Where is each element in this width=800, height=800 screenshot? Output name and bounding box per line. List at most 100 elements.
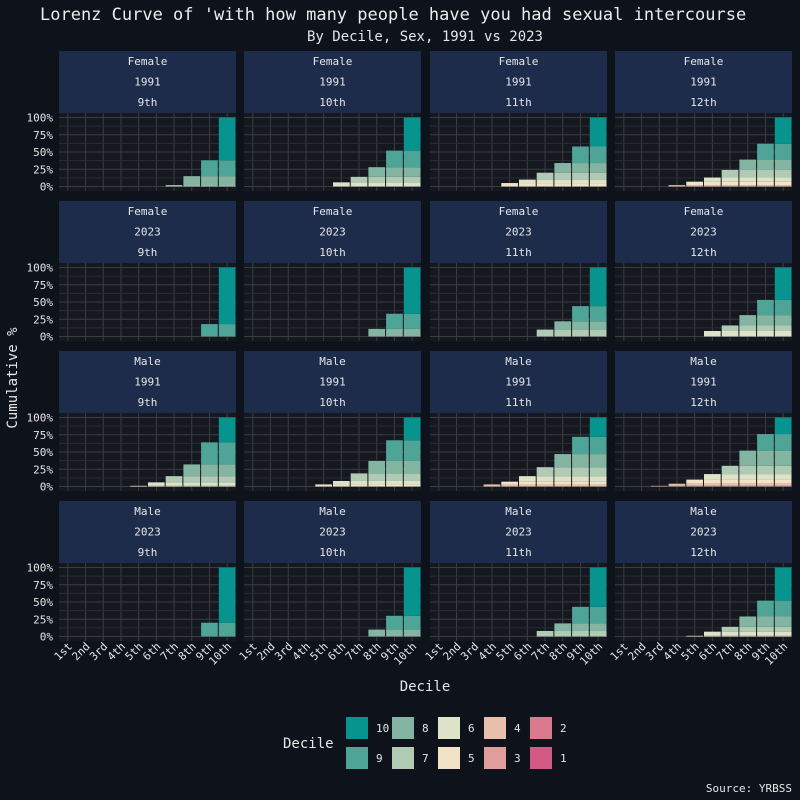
bar-segment-decile-8 xyxy=(554,163,572,173)
bar-segment-decile-5 xyxy=(386,484,403,487)
bar-segment-decile-7 xyxy=(572,630,589,637)
bar-segment-decile-9 xyxy=(403,313,421,329)
bar-segment-decile-9 xyxy=(218,442,236,465)
facet-strip xyxy=(244,51,421,113)
bar-segment-decile-7 xyxy=(165,476,183,483)
facet-strip-label: 11th xyxy=(505,96,532,109)
facet-strip xyxy=(430,201,607,263)
bar-segment-decile-9 xyxy=(572,146,589,164)
bar-segment-decile-6 xyxy=(774,330,792,337)
bar-segment-decile-9 xyxy=(218,324,236,337)
bar-segment-decile-5 xyxy=(519,183,536,187)
panel-female-2023-11th: Female 2023 11th xyxy=(430,201,607,341)
bar-segment-decile-6 xyxy=(757,631,774,636)
bar-segment-decile-5 xyxy=(757,635,774,637)
bar-segment-decile-6 xyxy=(757,474,774,480)
facet-strip-label: 11th xyxy=(505,546,532,559)
bar-segment-decile-6 xyxy=(519,179,536,184)
facet-strip-label: Male xyxy=(505,505,532,518)
bar-segment-decile-4 xyxy=(519,484,536,487)
facet-strip xyxy=(615,501,792,563)
panel-male-1991-9th: Male 1991 9th 0% 25% 50% 75% 100% xyxy=(27,351,236,494)
bar-segment-decile-8 xyxy=(403,460,421,474)
bar-segment-decile-5 xyxy=(721,635,739,637)
bar-segment-decile-7 xyxy=(721,626,739,632)
bar-segment-decile-9 xyxy=(386,150,403,168)
legend-label: 7 xyxy=(422,752,429,765)
y-tick-label: 0% xyxy=(40,481,54,494)
bar-segment-decile-7 xyxy=(350,176,368,183)
facet-strip xyxy=(59,201,236,263)
bar-segment-decile-9 xyxy=(218,622,236,637)
y-tick-label: 50% xyxy=(33,146,53,159)
bar-segment-decile-9 xyxy=(403,615,421,630)
bar-segment-decile-5 xyxy=(536,481,554,485)
bar-segment-decile-9 xyxy=(757,600,774,617)
bar-segment-decile-8 xyxy=(183,464,201,477)
bar-segment-decile-10 xyxy=(218,267,236,325)
bar-segment-decile-5 xyxy=(589,481,607,485)
facet-strip xyxy=(244,201,421,263)
facet-strip xyxy=(615,351,792,413)
bar-segment-decile-5 xyxy=(536,183,554,187)
bar-segment-decile-4 xyxy=(572,484,589,487)
bar-segment-decile-8 xyxy=(757,315,774,326)
chart-title: Lorenz Curve of 'with how many people ha… xyxy=(40,5,746,25)
bar-segment-decile-8 xyxy=(403,629,421,637)
legend-swatch xyxy=(438,717,460,739)
bar-segment-decile-10 xyxy=(774,567,792,601)
bar-segment-decile-6 xyxy=(554,179,572,184)
bar-segment-decile-6 xyxy=(704,330,721,337)
facet-strip-label: 1991 xyxy=(134,76,161,89)
y-tick-label: 75% xyxy=(33,129,53,142)
bar-segment-decile-8 xyxy=(201,464,218,477)
facet-strip-label: 2023 xyxy=(505,526,532,539)
facet-strip-label: Male xyxy=(134,355,161,368)
y-tick-label: 25% xyxy=(33,313,53,326)
legend-label: 1 xyxy=(560,752,567,765)
y-tick-label: 0% xyxy=(40,181,54,194)
legend-swatch xyxy=(484,747,506,769)
bar-segment-decile-6 xyxy=(589,476,607,482)
bar-segment-decile-8 xyxy=(589,321,607,330)
facet-strip-label: Male xyxy=(319,505,346,518)
bar-segment-decile-8 xyxy=(757,450,774,466)
bar-segment-decile-7 xyxy=(386,176,403,183)
bar-segment-decile-6 xyxy=(721,474,739,480)
y-tick-label: 100% xyxy=(27,262,54,275)
bar-segment-decile-4 xyxy=(483,484,501,487)
panel-female-1991-11th: Female 1991 11th xyxy=(430,51,607,191)
bar-segment-decile-5 xyxy=(350,484,368,487)
bar-segment-decile-7 xyxy=(201,185,218,187)
bar-segment-decile-7 xyxy=(554,172,572,180)
y-tick-label: 75% xyxy=(33,429,53,442)
bar-segment-decile-8 xyxy=(572,623,589,631)
bar-segment-decile-8 xyxy=(368,328,386,337)
bar-segment-decile-5 xyxy=(218,485,236,487)
bar-segment-decile-8 xyxy=(589,163,607,173)
facet-strip-label: 12th xyxy=(690,96,717,109)
bar-segment-decile-7 xyxy=(386,473,403,481)
bar-segment-decile-5 xyxy=(757,181,774,186)
bar-segment-decile-5 xyxy=(704,635,721,637)
bar-segment-decile-8 xyxy=(403,167,421,177)
facet-strip-label: 1991 xyxy=(690,76,717,89)
bar-segment-decile-9 xyxy=(774,600,792,617)
bar-segment-decile-7 xyxy=(536,172,554,180)
bar-segment-decile-7 xyxy=(403,176,421,183)
facet-strip-label: 2023 xyxy=(690,526,717,539)
bar-segment-decile-7 xyxy=(721,169,739,178)
legend-swatch xyxy=(392,747,414,769)
bar-segment-decile-9 xyxy=(757,434,774,451)
bar-segment-decile-5 xyxy=(183,485,201,487)
bar-segment-decile-6 xyxy=(554,476,572,482)
facet-strip-label: 10th xyxy=(319,396,346,409)
facet-strip-label: 11th xyxy=(505,246,532,259)
bar-segment-decile-7 xyxy=(757,626,774,632)
bar-segment-decile-7 xyxy=(739,169,757,178)
bar-segment-decile-6 xyxy=(368,182,386,187)
bar-segment-decile-9 xyxy=(201,324,218,337)
bar-segment-decile-8 xyxy=(774,159,792,170)
bar-segment-decile-3 xyxy=(686,485,703,487)
y-tick-label: 75% xyxy=(33,279,53,292)
